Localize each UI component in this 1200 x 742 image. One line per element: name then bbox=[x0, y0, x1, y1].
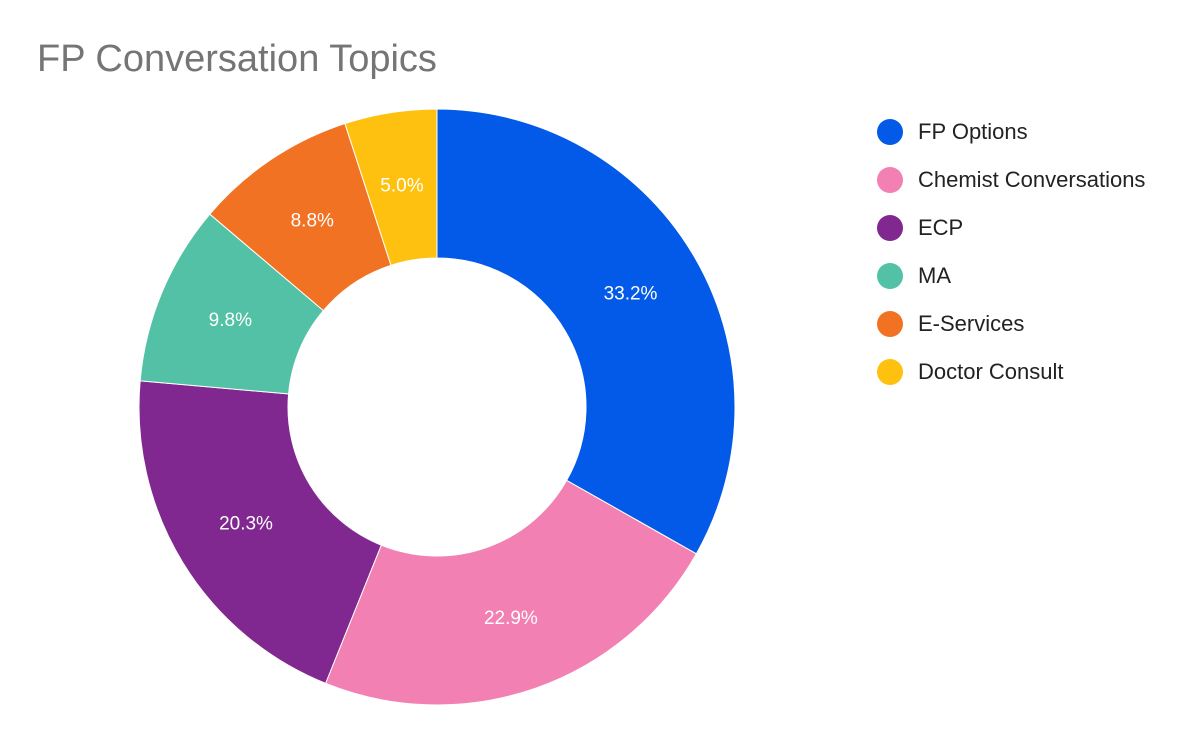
legend-label: FP Options bbox=[918, 119, 1028, 144]
legend-swatch bbox=[877, 359, 903, 385]
slice-fp-options[interactable] bbox=[436, 108, 736, 555]
slice-label-ecp: 20.3% bbox=[219, 514, 273, 535]
legend-label: Chemist Conversations bbox=[918, 167, 1146, 192]
slice-ecp[interactable] bbox=[138, 380, 382, 685]
legend-label: MA bbox=[918, 263, 951, 288]
legend-item-ma[interactable]: MA bbox=[877, 252, 1145, 300]
legend-label: Doctor Consult bbox=[918, 359, 1064, 384]
legend-label: E-Services bbox=[918, 311, 1025, 336]
legend-item-fp-options[interactable]: FP Options bbox=[877, 108, 1145, 156]
legend-item-ecp[interactable]: ECP bbox=[877, 204, 1145, 252]
legend: FP Options Chemist Conversations ECP MA E-Se… bbox=[877, 108, 1145, 396]
slice-label-e-services: 8.8% bbox=[291, 210, 334, 231]
slice-label-doctor-consult: 5.0% bbox=[380, 175, 423, 196]
legend-item-doctor-consult[interactable]: Doctor Consult bbox=[877, 348, 1145, 396]
slice-chemist-conversations[interactable] bbox=[324, 479, 697, 706]
slice-doctor-consult[interactable] bbox=[344, 108, 438, 266]
slice-label-ma: 9.8% bbox=[209, 310, 252, 331]
legend-swatch bbox=[877, 215, 903, 241]
legend-swatch bbox=[877, 311, 903, 337]
legend-swatch bbox=[877, 263, 903, 289]
slices-group bbox=[138, 108, 736, 706]
legend-label: ECP bbox=[918, 215, 964, 240]
slice-label-chemist-conversations: 22.9% bbox=[484, 608, 538, 629]
legend-swatch bbox=[877, 167, 903, 193]
slice-label-fp-options: 33.2% bbox=[604, 284, 658, 305]
legend-swatch bbox=[877, 119, 903, 145]
chart-title: FP Conversation Topics bbox=[37, 38, 437, 80]
legend-item-chemist-conversations[interactable]: Chemist Conversations bbox=[877, 156, 1145, 204]
legend-item-e-services[interactable]: E-Services bbox=[877, 300, 1145, 348]
slice-labels-group: 33.2% 22.9% 20.3% 9.8% 8.8% 5.0% bbox=[209, 175, 658, 629]
